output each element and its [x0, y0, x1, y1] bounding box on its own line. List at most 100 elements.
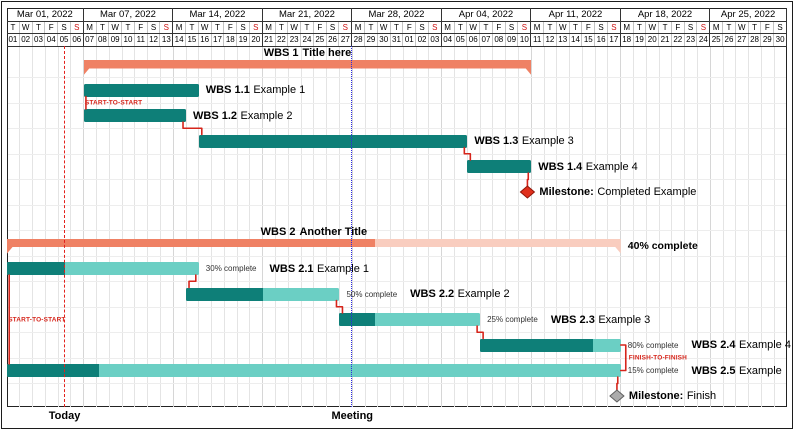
task-name-text: Example 2 — [240, 109, 293, 122]
day-gridline — [505, 46, 507, 407]
task-name-bold: WBS 1.1 — [205, 84, 250, 96]
milestone-name-bold: Milestone: — [628, 390, 684, 402]
day-gridline — [313, 46, 315, 407]
day-gridline — [159, 46, 161, 407]
day-letter-cell: S — [148, 21, 161, 33]
day-letter-cell: S — [518, 21, 532, 33]
row-gridline — [8, 357, 786, 359]
day-letter-cell: T — [659, 21, 672, 33]
day-letter-cell: F — [582, 21, 596, 33]
day-letter-cell: W — [646, 21, 660, 33]
day-number-cell: 17 — [212, 33, 225, 46]
day-number-cell: 15 — [582, 33, 596, 46]
day-gridline — [428, 46, 430, 407]
day-letter-cell: F — [761, 21, 775, 33]
day-letter-cell: W — [557, 21, 570, 33]
task-label-row: 25% complete WBS 2.3 Example 3 — [487, 314, 650, 326]
day-letter-cell: S — [506, 21, 519, 33]
meeting-line — [351, 46, 353, 407]
task-name: WBS 1.2 Example 2 — [193, 110, 293, 122]
day-number-cell: 30 — [378, 33, 391, 46]
day-gridline — [70, 46, 72, 407]
task-name-text: Example 4 — [585, 160, 638, 173]
day-letter-cell: M — [531, 21, 545, 33]
day-gridline — [543, 46, 545, 407]
day-gridline — [633, 46, 635, 407]
day-gridline — [172, 46, 174, 407]
day-letter-cell: W — [109, 21, 123, 33]
day-letter-cell: T — [276, 21, 289, 33]
day-letter-cell: T — [33, 21, 46, 33]
day-number-cell: 12 — [148, 33, 161, 46]
day-gridline — [326, 46, 328, 407]
day-letter-cell: T — [480, 21, 493, 33]
dependency-link — [476, 325, 484, 340]
day-number-cell: 31 — [391, 33, 404, 46]
day-letter-cell: S — [685, 21, 698, 33]
row-gridline — [8, 383, 786, 385]
day-gridline — [83, 46, 85, 407]
day-number-cell: 08 — [97, 33, 110, 46]
today-line — [63, 46, 65, 407]
dependency-link — [182, 121, 203, 136]
week-label: Mar 01, 2022 — [7, 8, 84, 21]
day-gridline — [569, 46, 571, 407]
day-number-cell: 07 — [84, 33, 97, 46]
task-name-bold: WBS 2.1 — [269, 262, 314, 275]
milestone-name-text: Finish — [686, 390, 717, 402]
day-letter-cell: M — [352, 21, 366, 33]
task-progress-label: 15% complete — [627, 366, 679, 375]
day-number-cell: 04 — [45, 33, 59, 46]
day-number-cell: 28 — [749, 33, 762, 46]
day-gridline — [96, 46, 97, 407]
day-number-cell: 04 — [442, 33, 455, 46]
group-title: WBS 1 Title here — [264, 47, 352, 59]
week-label: Apr 18, 2022 — [621, 8, 711, 21]
row-gridline — [8, 102, 786, 104]
header-separator — [7, 45, 787, 47]
day-letter-cell: S — [595, 21, 608, 33]
day-gridline — [735, 46, 737, 407]
task-progress-fill — [480, 338, 593, 352]
task-name: WBS 2.2 Example 2 — [410, 288, 510, 300]
day-letter-cell: S — [697, 21, 711, 33]
day-letter-cell: T — [212, 21, 225, 33]
day-number-cell: 02 — [416, 33, 429, 46]
task-name-bold: WBS 2.4 — [691, 339, 736, 351]
day-gridline — [658, 46, 660, 407]
day-letter-cell: M — [710, 21, 724, 33]
milestone-name: Milestone: Completed Example — [539, 186, 696, 198]
today-marker-label: Today — [48, 410, 81, 422]
day-number-cell: 16 — [199, 33, 212, 46]
day-gridline — [57, 46, 59, 407]
task-progress-label: 80% complete — [627, 340, 679, 350]
day-letter-cell: T — [749, 21, 762, 33]
day-number-cell: 06 — [467, 33, 481, 46]
day-number-cell: 11 — [531, 33, 545, 46]
day-number-cell: 09 — [109, 33, 123, 46]
gantt-task-bar — [7, 364, 621, 377]
day-number-cell: 02 — [20, 33, 33, 46]
gantt-task-bar — [83, 109, 186, 122]
header-separator — [7, 33, 787, 34]
day-letter-cell: T — [544, 21, 557, 33]
row-gridline — [8, 77, 786, 79]
group-progress-text: 40% complete — [627, 240, 698, 252]
day-number-cell: 26 — [723, 33, 736, 46]
chart-frame — [7, 8, 787, 407]
task-name-bold: WBS 2.3 — [550, 313, 595, 326]
task-name-text: Example 3 — [598, 313, 651, 326]
link-type-label: FINISH-TO-FINISH — [628, 354, 688, 362]
day-number-cell: 13 — [557, 33, 570, 46]
gantt-task-bar — [198, 134, 468, 148]
week-label: Apr 11, 2022 — [531, 8, 621, 21]
day-gridline — [108, 46, 110, 407]
meeting-marker-label: Meeting — [331, 410, 374, 422]
task-label-row: WBS 1.3 Example 3 — [474, 135, 574, 147]
week-label: Mar 28, 2022 — [352, 8, 442, 21]
day-gridline — [773, 46, 775, 407]
day-gridline — [377, 46, 379, 407]
day-number-cell: 09 — [506, 33, 519, 46]
